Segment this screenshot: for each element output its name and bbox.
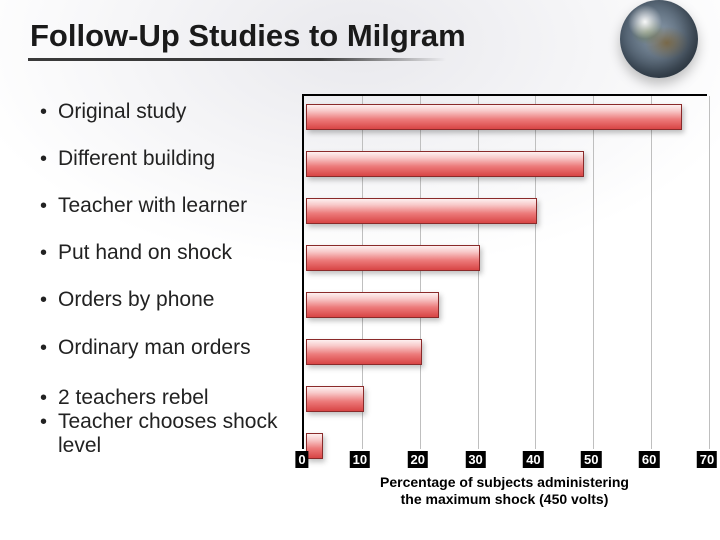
title-underline bbox=[28, 58, 446, 61]
bullet-dot-icon: • bbox=[40, 194, 58, 218]
bullet-text: 2 teachers rebel bbox=[58, 386, 209, 410]
chart-bar-fill bbox=[307, 105, 681, 129]
xaxis-title-line1: Percentage of subjects administering bbox=[380, 474, 629, 490]
bullet-item: •2 teachers rebel bbox=[40, 386, 209, 410]
page-title: Follow-Up Studies to Milgram bbox=[30, 18, 466, 54]
bullet-dot-icon: • bbox=[40, 410, 58, 434]
bullet-dot-icon: • bbox=[40, 386, 58, 410]
bullet-item: •Orders by phone bbox=[40, 288, 214, 312]
bullet-item: •Put hand on shock bbox=[40, 241, 232, 265]
bullet-dot-icon: • bbox=[40, 336, 58, 360]
bullet-text: Different building bbox=[58, 147, 215, 171]
chart-gridline bbox=[593, 96, 594, 449]
bullet-item: •Different building bbox=[40, 147, 215, 171]
bullet-item: •Teacher with learner bbox=[40, 194, 247, 218]
milgram-chart: 010203040506070 Percentage of subjects a… bbox=[302, 94, 707, 489]
bullet-text: Orders by phone bbox=[58, 288, 214, 312]
chart-bar bbox=[306, 386, 364, 412]
bullet-text: Teacher with learner bbox=[58, 194, 247, 218]
chart-bar bbox=[306, 292, 439, 318]
chart-gridline bbox=[420, 96, 421, 449]
chart-gridline bbox=[709, 96, 710, 449]
xaxis-title-line2: the maximum shock (450 volts) bbox=[401, 491, 609, 507]
chart-bar-fill bbox=[307, 246, 479, 270]
chart-xlabel: 20 bbox=[407, 451, 427, 468]
slide: Follow-Up Studies to Milgram •Original s… bbox=[0, 0, 720, 540]
chart-bar bbox=[306, 245, 480, 271]
chart-xaxis-labels: 010203040506070 bbox=[302, 451, 707, 471]
chart-xlabel: 30 bbox=[465, 451, 485, 468]
bullet-text: Put hand on shock bbox=[58, 241, 232, 265]
bullet-item: •Ordinary man orders bbox=[40, 336, 251, 360]
chart-gridline bbox=[651, 96, 652, 449]
chart-xlabel: 50 bbox=[581, 451, 601, 468]
bullet-text: Ordinary man orders bbox=[58, 336, 251, 360]
chart-xlabel: 0 bbox=[295, 451, 308, 468]
chart-bar bbox=[306, 339, 422, 365]
globe-icon bbox=[620, 0, 698, 78]
bullet-item: •Teacher chooses shock level bbox=[40, 410, 300, 458]
chart-gridline bbox=[478, 96, 479, 449]
bullet-text: Original study bbox=[58, 100, 186, 124]
chart-xlabel: 40 bbox=[523, 451, 543, 468]
chart-xaxis-title: Percentage of subjects administering the… bbox=[302, 474, 707, 508]
bullet-item: •Original study bbox=[40, 100, 186, 124]
bullet-dot-icon: • bbox=[40, 288, 58, 312]
bullet-dot-icon: • bbox=[40, 147, 58, 171]
chart-bar bbox=[306, 151, 584, 177]
chart-bar-fill bbox=[307, 152, 583, 176]
chart-gridline bbox=[535, 96, 536, 449]
chart-bar-fill bbox=[307, 387, 363, 411]
chart-bar-fill bbox=[307, 293, 438, 317]
bullet-dot-icon: • bbox=[40, 241, 58, 265]
bullet-dot-icon: • bbox=[40, 100, 58, 124]
bullet-text: Teacher chooses shock level bbox=[58, 410, 300, 458]
chart-bar bbox=[306, 104, 682, 130]
chart-bar-fill bbox=[307, 340, 421, 364]
chart-plot-area bbox=[302, 94, 707, 449]
chart-xlabel: 10 bbox=[350, 451, 370, 468]
chart-bar bbox=[306, 198, 537, 224]
chart-xlabel: 70 bbox=[697, 451, 717, 468]
chart-bar-fill bbox=[307, 199, 536, 223]
chart-xlabel: 60 bbox=[639, 451, 659, 468]
